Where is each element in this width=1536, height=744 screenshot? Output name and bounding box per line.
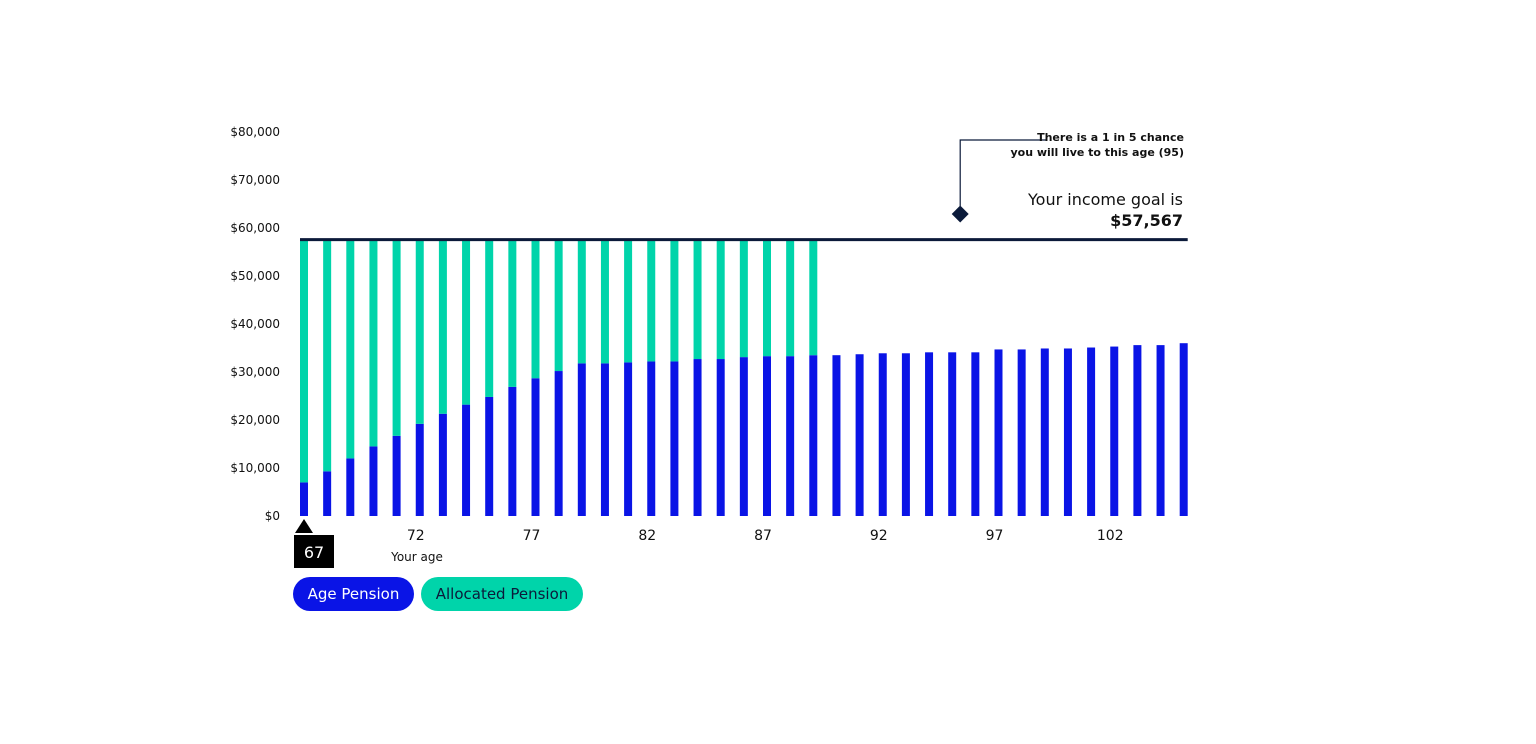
legend-age-pension-label: Age Pension — [307, 585, 400, 603]
goal-label-line1: Your income goal is — [1027, 190, 1183, 209]
allocated-pension-bar-69[interactable] — [346, 239, 355, 459]
x-tick-label: 102 — [1097, 528, 1124, 544]
age-pension-bar-67[interactable] — [300, 482, 308, 516]
age-pension-bar-84[interactable] — [693, 359, 702, 516]
x-tick-label: 82 — [638, 528, 656, 544]
allocated-pension-bar-83[interactable] — [670, 239, 679, 362]
allocated-pension-bar-67[interactable] — [300, 239, 308, 483]
allocated-pension-bar-88[interactable] — [786, 239, 795, 357]
x-tick-label: 87 — [754, 528, 772, 544]
age-pension-bar-73[interactable] — [438, 413, 447, 516]
age-pension-bar-91[interactable] — [855, 354, 864, 516]
age-pension-bar-96[interactable] — [971, 352, 980, 516]
allocated-pension-bar-72[interactable] — [415, 239, 424, 424]
allocated-pension-bar-79[interactable] — [577, 239, 586, 364]
age-pension-bar-101[interactable] — [1087, 347, 1096, 516]
age-pension-bar-75[interactable] — [485, 396, 494, 516]
age-pension-bar-85[interactable] — [716, 359, 725, 516]
age-pension-bar-100[interactable] — [1063, 348, 1072, 516]
allocated-pension-bar-89[interactable] — [809, 239, 818, 356]
age-pension-bar-77[interactable] — [531, 378, 540, 516]
age-pension-bar-103[interactable] — [1133, 345, 1142, 516]
age-pension-bar-71[interactable] — [392, 435, 401, 516]
y-tick-label: $60,000 — [230, 221, 280, 235]
allocated-pension-bar-70[interactable] — [369, 239, 378, 447]
y-tick-label: $20,000 — [230, 413, 280, 427]
age-pension-bar-76[interactable] — [508, 386, 517, 516]
age-pension-bar-86[interactable] — [739, 357, 748, 516]
allocated-pension-bar-84[interactable] — [693, 239, 702, 360]
x-tick-label: 92 — [870, 528, 888, 544]
allocated-pension-bar-74[interactable] — [462, 239, 471, 405]
age-pension-bar-99[interactable] — [1040, 348, 1049, 516]
current-age-value: 67 — [304, 543, 324, 562]
y-tick-label: $70,000 — [230, 173, 280, 187]
x-tick-label: 77 — [523, 528, 541, 544]
x-axis-label: Your age — [390, 550, 443, 564]
allocated-pension-bar-87[interactable] — [763, 239, 771, 357]
y-tick-label: $30,000 — [230, 365, 280, 379]
x-tick-label: 72 — [407, 528, 425, 544]
allocated-pension-bar-82[interactable] — [647, 239, 656, 362]
age-pension-bar-94[interactable] — [925, 352, 934, 516]
age-pension-bar-68[interactable] — [323, 471, 332, 516]
allocated-pension-bar-73[interactable] — [438, 239, 447, 414]
y-tick-label: $40,000 — [230, 317, 280, 331]
age-pension-bar-104[interactable] — [1156, 345, 1165, 516]
age-pension-bar-82[interactable] — [647, 361, 656, 516]
age-pension-bar-90[interactable] — [832, 355, 841, 516]
age-pension-bar-80[interactable] — [600, 363, 609, 516]
legend-age-pension[interactable]: Age Pension — [293, 577, 414, 611]
current-age-marker[interactable] — [294, 535, 334, 568]
age-pension-bar-93[interactable] — [901, 353, 910, 516]
legend-allocated-pension[interactable]: Allocated Pension — [421, 577, 583, 611]
legend-allocated-pension-label: Allocated Pension — [435, 585, 569, 603]
allocated-pension-bar-75[interactable] — [485, 239, 494, 397]
y-tick-label: $50,000 — [230, 269, 280, 283]
allocated-pension-bar-86[interactable] — [739, 239, 748, 358]
annotation-text-line1: There is a 1 in 5 chance — [1037, 131, 1184, 144]
age-pension-bar-92[interactable] — [878, 353, 887, 516]
age-pension-bar-79[interactable] — [577, 363, 586, 516]
age-pension-bar-78[interactable] — [554, 371, 563, 516]
age-pension-bar-74[interactable] — [462, 404, 471, 516]
age-pension-bar-81[interactable] — [624, 362, 633, 516]
allocated-pension-bar-68[interactable] — [323, 239, 332, 472]
age-pension-bar-98[interactable] — [1017, 349, 1026, 516]
age-pension-bar-70[interactable] — [369, 446, 378, 516]
annotation-text-line2: you will live to this age (95) — [1010, 146, 1184, 159]
age-pension-bar-83[interactable] — [670, 361, 679, 516]
x-tick-label: 97 — [986, 528, 1004, 544]
age-pension-bar-69[interactable] — [346, 458, 355, 516]
age-pension-bar-95[interactable] — [948, 352, 957, 516]
age-pension-bar-88[interactable] — [786, 356, 795, 516]
current-age-triangle-icon — [295, 519, 313, 533]
y-tick-label: $10,000 — [230, 461, 280, 475]
annotation-leader-line — [959, 139, 1046, 206]
goal-label-value: $57,567 — [1110, 211, 1183, 230]
age-pension-bar-97[interactable] — [994, 349, 1003, 516]
allocated-pension-bar-77[interactable] — [531, 239, 540, 379]
y-tick-label: $0 — [265, 509, 280, 523]
age-pension-bar-72[interactable] — [415, 423, 424, 516]
allocated-pension-bar-81[interactable] — [624, 239, 633, 363]
age-pension-bar-102[interactable] — [1110, 346, 1119, 516]
allocated-pension-bar-71[interactable] — [392, 239, 401, 436]
allocated-pension-bar-85[interactable] — [716, 239, 725, 360]
allocated-pension-bar-76[interactable] — [508, 239, 517, 387]
allocated-pension-bar-78[interactable] — [554, 239, 563, 372]
age-95-diamond-marker[interactable] — [951, 205, 969, 223]
age-pension-bar-89[interactable] — [809, 355, 818, 516]
age-pension-bar-105[interactable] — [1179, 343, 1188, 516]
allocated-pension-bar-80[interactable] — [600, 239, 609, 364]
age-pension-bar-87[interactable] — [763, 356, 771, 516]
y-tick-label: $80,000 — [230, 125, 280, 139]
